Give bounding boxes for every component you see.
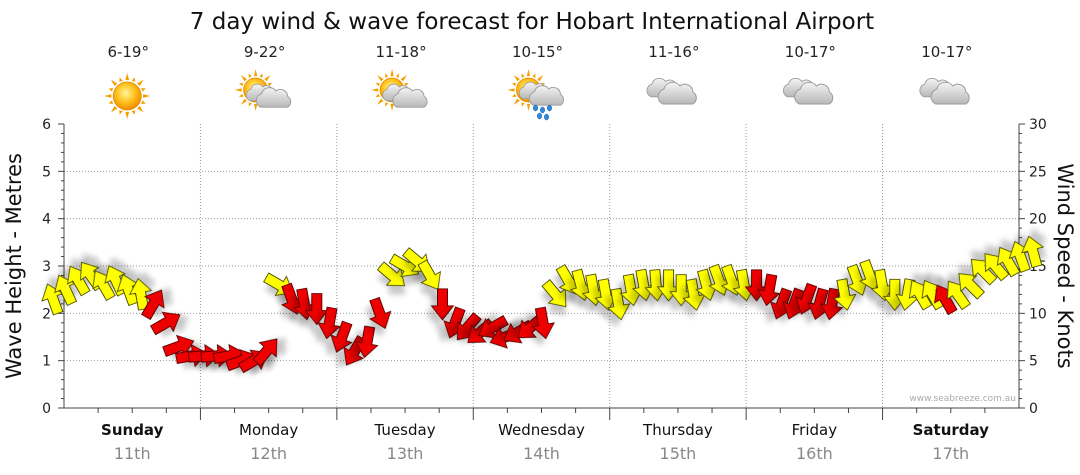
temperature-range: 10-17°	[785, 43, 836, 61]
wind-arrow	[376, 261, 406, 287]
wind-arrow	[330, 320, 353, 353]
grid-lines	[64, 124, 1019, 408]
cloud-icon	[782, 77, 834, 105]
wind-arrow	[1021, 235, 1045, 269]
sun-cloud-icon	[234, 69, 292, 111]
wind-arrow	[41, 283, 64, 316]
cloud-icon	[646, 77, 697, 105]
wind-arrow	[478, 315, 509, 339]
right-tick-label: 10	[1029, 306, 1047, 322]
sun-icon	[104, 73, 151, 119]
wind-arrow	[162, 334, 195, 358]
temperature-range: 11-16°	[648, 43, 699, 61]
right-tick-label: 25	[1029, 164, 1047, 180]
day-label: Saturday	[913, 421, 990, 439]
wind-arrow	[682, 278, 706, 311]
left-axis: 0 1 2 3 4 5 6	[42, 117, 64, 417]
cloud-icon	[518, 81, 564, 106]
temperature-range: 6-19°	[107, 43, 149, 61]
wind-arrow	[757, 273, 781, 307]
day-label: Thursday	[642, 421, 713, 439]
wind-arrow	[531, 306, 556, 340]
wind-arrow	[541, 279, 567, 308]
sun-cloud-rain-icon	[507, 69, 564, 121]
wind-arrow	[417, 259, 442, 290]
left-tick-label: 3	[42, 259, 51, 275]
cloud-icon	[919, 77, 970, 105]
chart-title: 7 day wind & wave forecast for Hobart In…	[190, 9, 874, 35]
wind-arrow	[833, 278, 857, 311]
temperature-range: 9-22°	[244, 43, 286, 61]
wind-arrow	[819, 287, 844, 321]
right-tick-label: 0	[1029, 401, 1038, 417]
wind-arrow	[870, 268, 895, 302]
rain-drops-icon	[533, 104, 552, 121]
left-tick-label: 1	[42, 354, 51, 370]
right-tick-label: 20	[1029, 212, 1047, 228]
cloud-icon	[245, 83, 292, 108]
wind-arrow	[958, 273, 985, 300]
right-tick-label: 5	[1029, 354, 1038, 370]
wind-arrow	[304, 293, 329, 326]
date-label: 16th	[796, 444, 833, 463]
wind-arrow	[355, 325, 379, 359]
date-label: 13th	[387, 444, 424, 463]
cloud-icon	[382, 83, 428, 108]
right-tick-label: 30	[1029, 117, 1047, 133]
wind-arrow	[632, 268, 656, 302]
wind-arrow	[369, 296, 392, 330]
cloud-icon	[919, 77, 970, 105]
date-label: 12th	[250, 444, 287, 463]
wind-arrow	[149, 311, 181, 336]
forecast-row: 6-19° 9-22° 11-18° 10-15° 11-16° 10-17° 10-17°	[104, 43, 972, 121]
day-label: Sunday	[101, 421, 164, 439]
wind-arrow	[970, 258, 998, 286]
date-label: 11th	[114, 444, 151, 463]
watermark: www.seabreeze.com.au	[909, 394, 1016, 404]
date-label: 14th	[523, 444, 560, 463]
day-label: Friday	[792, 421, 838, 439]
day-label: Monday	[239, 421, 298, 439]
wind-arrow	[317, 306, 341, 340]
cloud-icon	[782, 77, 834, 105]
wind-arrow	[984, 253, 1010, 282]
sun-icon	[104, 73, 151, 119]
y-axis-title-right: Wind Speed - Knots	[1053, 163, 1077, 368]
wind-arrows	[41, 235, 1045, 374]
wind-arrow	[141, 289, 165, 321]
y-axis-title-left: Wave Height - Metres	[2, 153, 26, 379]
wind-arrow	[644, 269, 669, 302]
x-axis: Sunday 11th Monday 12th Tuesday 13th Wednesday…	[97, 408, 990, 463]
sun-cloud-icon	[371, 69, 428, 111]
date-label: 17th	[932, 444, 969, 463]
cloud-icon	[646, 77, 697, 105]
wind-arrow	[54, 274, 78, 307]
wind-arrow	[946, 280, 971, 311]
left-tick-label: 4	[42, 212, 51, 228]
day-label: Wednesday	[498, 421, 585, 439]
wind-arrow	[252, 338, 278, 367]
temperature-range: 10-17°	[921, 43, 972, 61]
day-label: Tuesday	[374, 421, 436, 439]
left-tick-label: 6	[42, 117, 51, 133]
wind-arrow	[430, 288, 455, 321]
wind-arrow	[606, 287, 631, 321]
left-tick-label: 5	[42, 164, 51, 180]
left-tick-label: 2	[42, 306, 51, 322]
temperature-range: 11-18°	[376, 43, 427, 61]
temperature-range: 10-15°	[512, 43, 563, 61]
left-tick-label: 0	[42, 401, 51, 417]
date-label: 15th	[660, 444, 697, 463]
